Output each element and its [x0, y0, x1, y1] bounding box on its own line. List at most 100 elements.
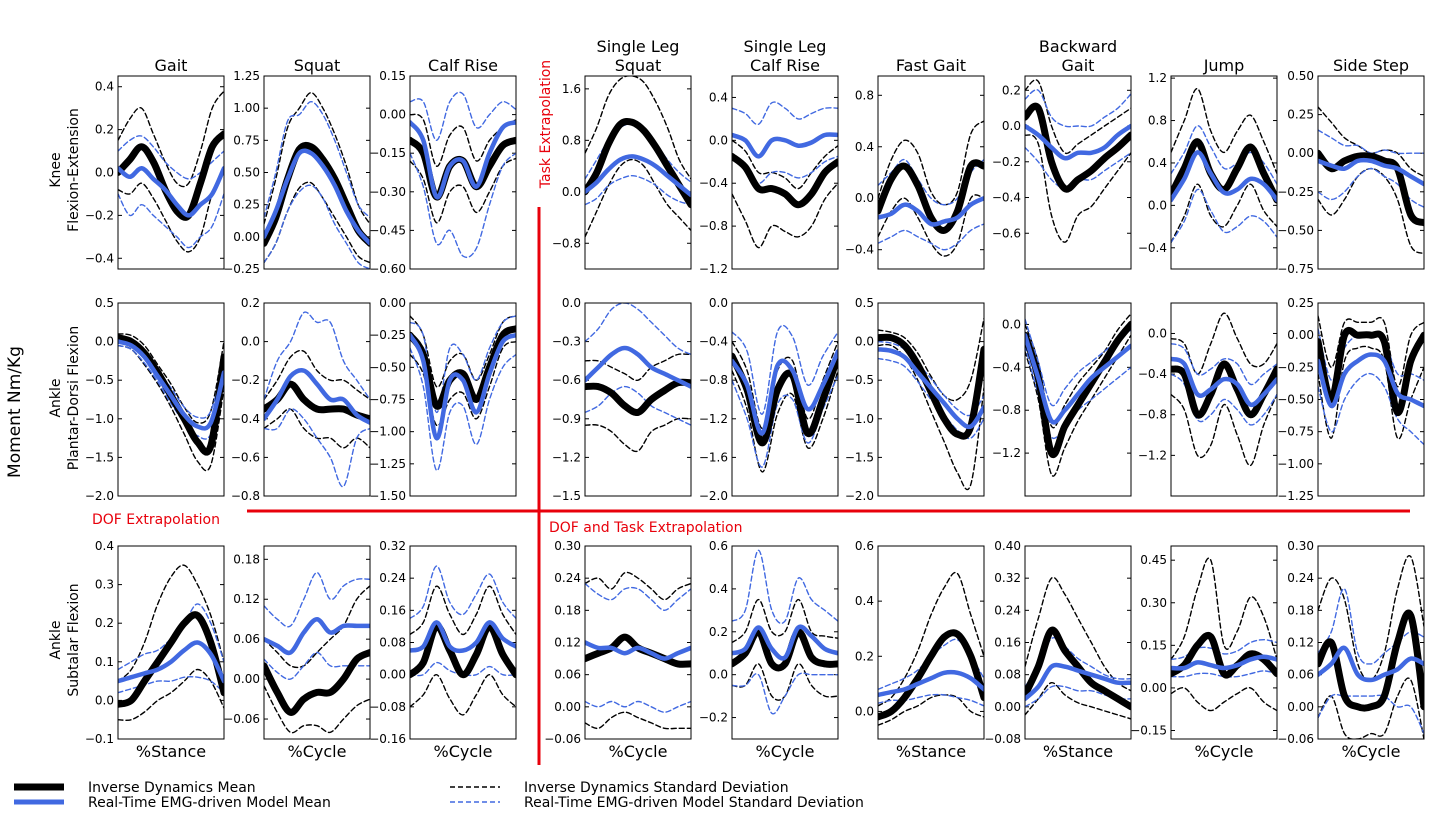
emg-mean-line	[410, 620, 516, 654]
subplot-r1-c7: 0.0 −0.4 −0.8 −1.2	[1138, 302, 1278, 497]
axes-frame	[1170, 302, 1278, 497]
id-sd-upper-line	[1171, 88, 1277, 175]
legend-label-emg-sd: Real-Time EMG-driven Model Standard Devi…	[524, 795, 864, 811]
subplot-r0-c5: 0.8 0.4 0.0 −0.4 Fast Gait	[845, 56, 985, 270]
y-tick-label: 0.0	[1002, 317, 1021, 331]
id-sd-lower-line	[118, 171, 224, 253]
id-sd-upper-line	[264, 585, 370, 669]
subplot-r1-c8: 0.25 0.00 −0.25 −0.50 −0.75 −1.00 −1.25	[1277, 296, 1425, 503]
id-sd-upper-line	[878, 571, 984, 707]
legend-label-id-sd: Inverse Dynamics Standard Deviation	[524, 780, 789, 796]
axes-frame	[409, 75, 517, 270]
emg-sd-lower-line	[118, 193, 224, 249]
emg-mean-line	[410, 120, 516, 200]
y-tick-label: −0.06	[544, 732, 581, 746]
subplot-r0-c2: 0.15 0.00 −0.15 −0.30 −0.45 −0.60 Calf Rise	[369, 56, 517, 276]
x-axis-label: %Stance	[1043, 742, 1113, 761]
subplot-r2-c4: 0.6 0.4 0.2 0.0 −0.2 %Cycle	[699, 539, 839, 761]
y-tick-label: 0.00	[994, 700, 1021, 714]
y-tick-label: −0.2	[699, 711, 728, 725]
y-tick-label: 0.12	[554, 636, 581, 650]
y-tick-label: 0.50	[233, 166, 260, 180]
y-tick-label: 0.00	[1140, 681, 1167, 695]
axes-frame	[263, 302, 371, 497]
y-tick-label: 0.00	[233, 230, 260, 244]
subplot-grid: 0.4 0.2 0.0 −0.2 −0.4 Gait 1.25 1.00 0.75 0.50 0.2…	[85, 37, 1425, 761]
axes-frame	[584, 545, 692, 740]
y-tick-label: 0.08	[379, 636, 406, 650]
y-tick-label: 0.15	[379, 69, 406, 83]
y-tick-label: −0.25	[1277, 185, 1314, 199]
y-tick-label: −1.00	[1277, 457, 1314, 471]
emg-sd-lower-line	[585, 700, 691, 713]
legend: Inverse Dynamics Mean Real-Time EMG-driv…	[14, 780, 864, 811]
id-sd-lower-line	[585, 417, 691, 453]
emg-sd-upper-line	[264, 571, 370, 628]
y-tick-label: 0.00	[379, 108, 406, 122]
subplot-r2-c2: 0.32 0.24 0.16 0.08 0.00 −0.08 −0.16 %Cycle	[369, 539, 517, 761]
emg-sd-upper-line	[732, 101, 838, 126]
y-tick-label: −0.25	[369, 328, 406, 342]
id-sd-upper-line	[1171, 557, 1277, 661]
column-title: Calf Rise	[428, 56, 498, 75]
y-tick-label: 0.18	[1287, 603, 1314, 617]
y-tick-label: 0.25	[1287, 296, 1314, 310]
id-sd-upper-line	[732, 598, 838, 644]
id-sd-upper-line	[410, 585, 516, 636]
emg-sd-lower-line	[585, 385, 691, 426]
y-tick-label: 0.24	[554, 571, 581, 585]
id-mean-line	[118, 611, 224, 708]
y-tick-label: 0.0	[95, 335, 114, 349]
y-tick-label: 0.3	[95, 578, 114, 592]
y-tick-label: −0.8	[1138, 408, 1167, 422]
row-label-ankle-pd-line1: Ankle	[48, 378, 64, 417]
y-tick-label: −0.8	[699, 219, 728, 233]
id-sd-upper-line	[878, 120, 984, 206]
y-tick-label: −0.08	[369, 700, 406, 714]
y-tick-label: −0.25	[223, 262, 260, 276]
id-sd-upper-line	[264, 92, 370, 225]
y-tick-label: 1.00	[233, 101, 260, 115]
y-tick-label: −1.6	[699, 450, 728, 464]
id-mean-line	[732, 352, 838, 447]
emg-sd-upper-line	[264, 311, 370, 401]
emg-sd-upper-line	[1318, 129, 1424, 155]
id-sd-lower-line	[1318, 677, 1424, 739]
y-tick-label: 0.16	[994, 636, 1021, 650]
y-tick-label: 0.0	[1148, 326, 1167, 340]
y-tick-label: −1.5	[85, 450, 114, 464]
y-tick-label: 0.08	[994, 668, 1021, 682]
emg-mean-line	[1025, 332, 1131, 425]
emg-mean-line	[1171, 150, 1277, 203]
emg-sd-lower-line	[878, 693, 984, 707]
emg-mean-line	[585, 154, 691, 198]
y-tick-label: 0.18	[554, 603, 581, 617]
y-tick-label: −1.2	[699, 412, 728, 426]
y-tick-label: −0.2	[85, 208, 114, 222]
y-tick-label: −1.2	[1138, 448, 1167, 462]
y-tick-label: 1.25	[233, 69, 260, 83]
column-title: Calf Rise	[750, 56, 820, 75]
axes-frame	[1317, 75, 1425, 270]
id-sd-lower-line	[410, 157, 516, 224]
id-mean-line	[1318, 326, 1424, 416]
y-tick-label: 0.0	[855, 335, 874, 349]
id-sd-lower-line	[585, 711, 691, 730]
y-tick-label: 0.24	[994, 603, 1021, 617]
id-sd-upper-line	[732, 139, 838, 190]
y-tick-label: 0.40	[994, 539, 1021, 553]
y-tick-label: −0.16	[369, 732, 406, 746]
axes-frame	[117, 75, 225, 270]
emg-mean-line	[1171, 654, 1277, 671]
y-tick-label: −0.60	[369, 262, 406, 276]
emg-sd-upper-line	[732, 324, 838, 415]
column-title: Single Leg	[744, 37, 827, 56]
y-tick-label: 0.32	[994, 571, 1021, 585]
axes-frame	[877, 302, 985, 497]
emg-sd-upper-line	[1171, 125, 1277, 185]
id-sd-upper-line	[264, 349, 370, 401]
column-title: Backward	[1039, 37, 1117, 56]
y-tick-label: 0.24	[1287, 571, 1314, 585]
